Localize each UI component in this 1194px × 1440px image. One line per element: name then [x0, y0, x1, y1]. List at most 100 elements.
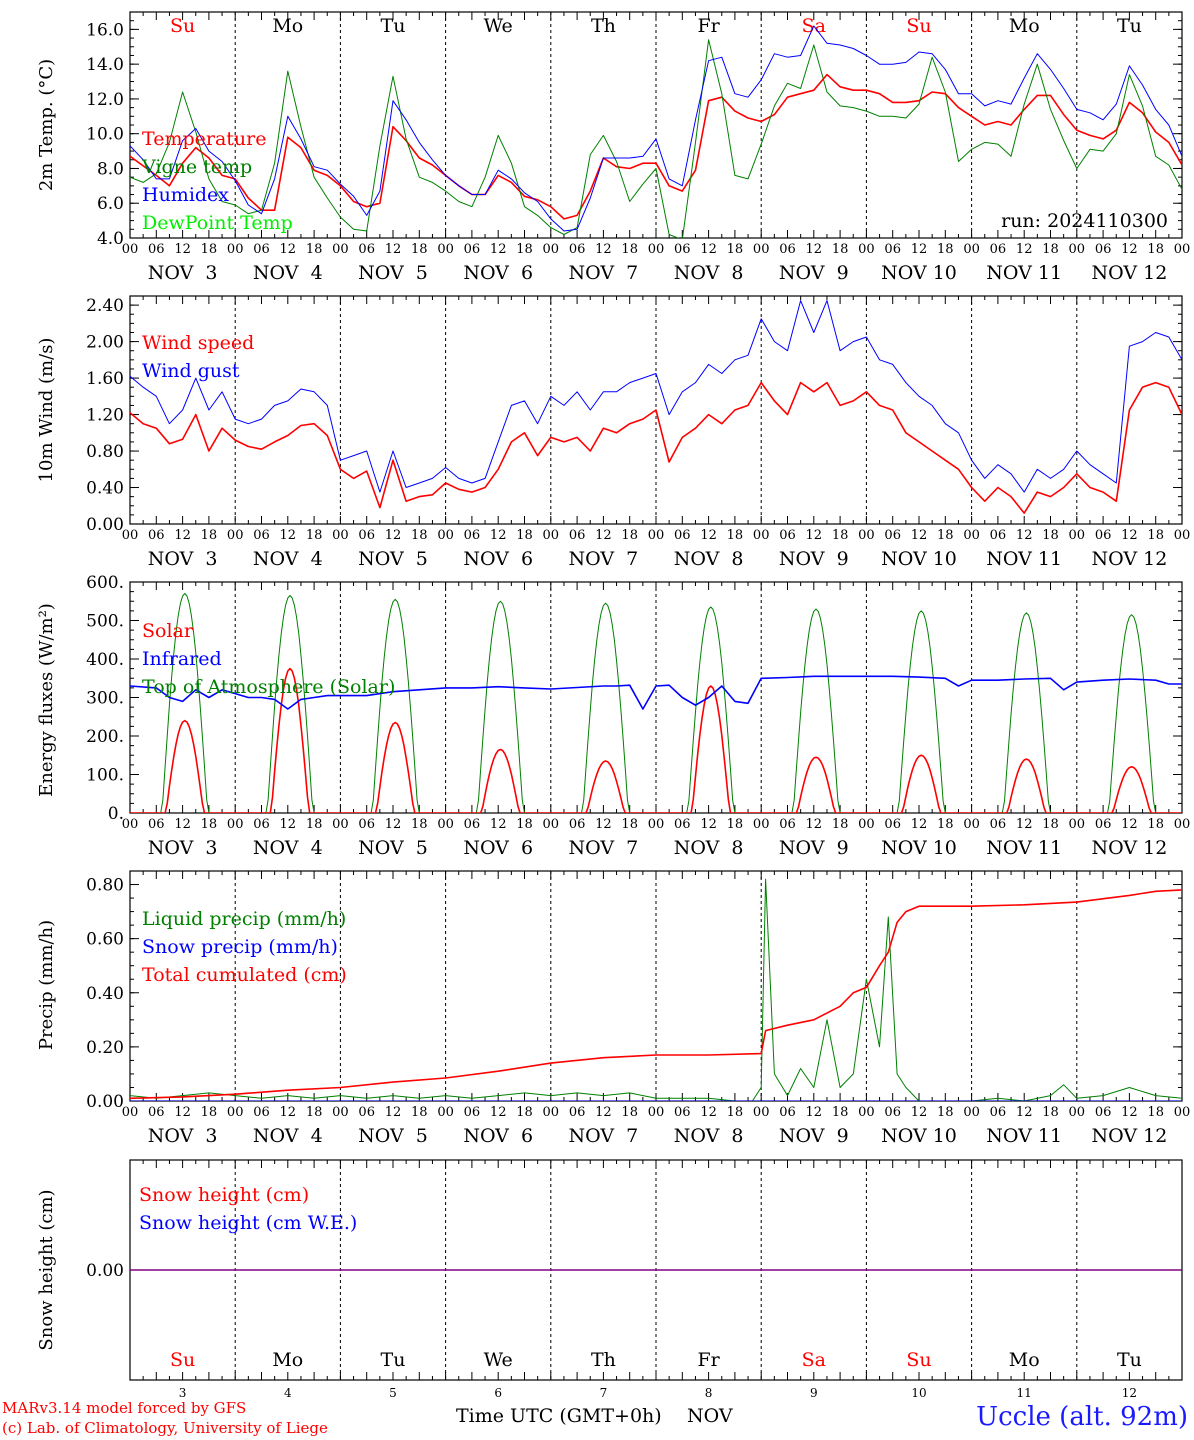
x-hour-label: 18 [306, 817, 323, 832]
x-hour-label: 00 [858, 1105, 875, 1120]
y-tick-label: 0.20 [86, 1038, 124, 1058]
x-date-label: NOV 9 [779, 837, 849, 859]
x-hour-label: 06 [358, 1105, 375, 1120]
x-hour-label: 12 [595, 528, 612, 543]
day-number-label: 7 [600, 1386, 608, 1400]
y-axis-title: Energy fluxes (W/m²) [36, 603, 57, 797]
weekday-label: Tu [1117, 1349, 1142, 1371]
x-hour-label: 00 [437, 242, 454, 257]
x-date-label: NOV 11 [986, 837, 1062, 859]
x-hour-label: 06 [148, 1105, 165, 1120]
y-tick-label: 600. [86, 573, 124, 593]
x-hour-label: 12 [1016, 817, 1033, 832]
y-tick-label: 500. [86, 612, 124, 632]
x-date-label: NOV 4 [253, 1125, 323, 1147]
y-tick-label: 400. [86, 650, 124, 670]
y-axis-title: 10m Wind (m/s) [36, 338, 57, 483]
x-hour-label: 00 [963, 817, 980, 832]
time-axis-label: Time UTC (GMT+0h) [456, 1405, 662, 1427]
series-line-2 [130, 39, 1182, 238]
x-hour-label: 00 [1174, 528, 1191, 543]
x-date-label: NOV 6 [463, 1125, 533, 1147]
y-tick-label: 0. [108, 804, 124, 824]
y-tick-label: 0.60 [86, 930, 124, 950]
weekday-label: Tu [381, 15, 406, 37]
x-date-label: NOV 3 [148, 837, 218, 859]
x-date-label: NOV 6 [463, 548, 533, 570]
series-line-1 [130, 381, 1182, 514]
x-hour-label: 18 [1147, 817, 1164, 832]
x-date-label: NOV 5 [358, 837, 428, 859]
x-date-label: NOV 12 [1091, 548, 1167, 570]
x-hour-label: 12 [806, 242, 823, 257]
legend-entry: Infrared [142, 648, 222, 670]
weekday-label: We [484, 15, 513, 37]
x-hour-label: 18 [621, 1105, 638, 1120]
x-date-label: NOV 4 [253, 837, 323, 859]
x-hour-label: 00 [332, 242, 349, 257]
x-hour-label: 00 [332, 1105, 349, 1120]
x-hour-label: 06 [674, 242, 691, 257]
y-tick-label: 100. [86, 766, 124, 786]
legend-entry: DewPoint Temp [142, 212, 293, 234]
y-tick-label: 0.40 [86, 984, 124, 1004]
credits-lab: (c) Lab. of Climatology, University of L… [2, 1419, 328, 1437]
x-hour-label: 12 [280, 528, 297, 543]
x-date-label: NOV 5 [358, 262, 428, 284]
x-hour-label: 06 [990, 528, 1007, 543]
x-hour-label: 12 [1121, 528, 1138, 543]
x-hour-label: 00 [753, 528, 770, 543]
x-hour-label: 18 [306, 528, 323, 543]
x-hour-label: 18 [832, 242, 849, 257]
y-tick-label: 0.00 [86, 1261, 124, 1281]
x-hour-label: 18 [621, 817, 638, 832]
y-axis-title: Precip (mm/h) [36, 920, 57, 1050]
series-group [130, 300, 1182, 514]
x-hour-label: 12 [806, 528, 823, 543]
legend-entry: Vigne temp [141, 156, 252, 178]
x-hour-label: 00 [753, 242, 770, 257]
x-hour-label: 12 [280, 817, 297, 832]
x-hour-label: 18 [832, 1105, 849, 1120]
x-hour-label: 06 [1095, 528, 1112, 543]
x-hour-label: 00 [332, 528, 349, 543]
x-date-label: NOV 7 [569, 837, 639, 859]
y-tick-label: 10.0 [86, 125, 124, 145]
x-hour-label: 00 [858, 242, 875, 257]
x-hour-label: 18 [937, 528, 954, 543]
x-hour-label: 00 [122, 817, 139, 832]
x-hour-label: 18 [727, 242, 744, 257]
series-line-3 [130, 25, 1182, 232]
y-tick-label: 0.40 [86, 479, 124, 499]
x-hour-label: 06 [1095, 817, 1112, 832]
legend-entry: Liquid precip (mm/h) [142, 908, 346, 930]
x-hour-label: 12 [490, 528, 507, 543]
x-hour-label: 06 [464, 242, 481, 257]
day-number-label: 5 [389, 1386, 397, 1400]
x-date-label: NOV 9 [779, 548, 849, 570]
x-hour-label: 06 [253, 528, 270, 543]
x-hour-label: 12 [490, 242, 507, 257]
x-hour-label: 00 [122, 1105, 139, 1120]
x-hour-label: 18 [937, 242, 954, 257]
credits-model: MARv3.14 model forced by GFS [2, 1399, 247, 1417]
x-hour-label: 06 [253, 817, 270, 832]
x-hour-label: 18 [411, 242, 428, 257]
x-hour-label: 12 [1016, 528, 1033, 543]
y-tick-label: 1.60 [86, 369, 124, 389]
x-hour-label: 00 [332, 817, 349, 832]
day-number-label: 8 [705, 1386, 713, 1400]
x-hour-label: 18 [937, 1105, 954, 1120]
x-hour-label: 00 [858, 528, 875, 543]
x-hour-label: 18 [1147, 1105, 1164, 1120]
series-line-1 [130, 878, 1182, 1101]
x-hour-label: 00 [437, 528, 454, 543]
x-hour-label: 06 [569, 1105, 586, 1120]
x-hour-label: 00 [543, 1105, 560, 1120]
x-hour-label: 06 [779, 817, 796, 832]
y-tick-label: 6.0 [97, 194, 124, 214]
x-hour-label: 12 [700, 1105, 717, 1120]
x-hour-label: 12 [174, 242, 191, 257]
x-date-label: NOV 9 [779, 1125, 849, 1147]
x-hour-label: 12 [911, 1105, 928, 1120]
